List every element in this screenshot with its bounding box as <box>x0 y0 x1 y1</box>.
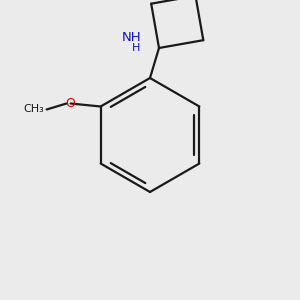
Text: CH₃: CH₃ <box>23 104 44 115</box>
Text: NH: NH <box>122 31 142 44</box>
Text: O: O <box>66 97 76 110</box>
Text: H: H <box>132 43 141 53</box>
